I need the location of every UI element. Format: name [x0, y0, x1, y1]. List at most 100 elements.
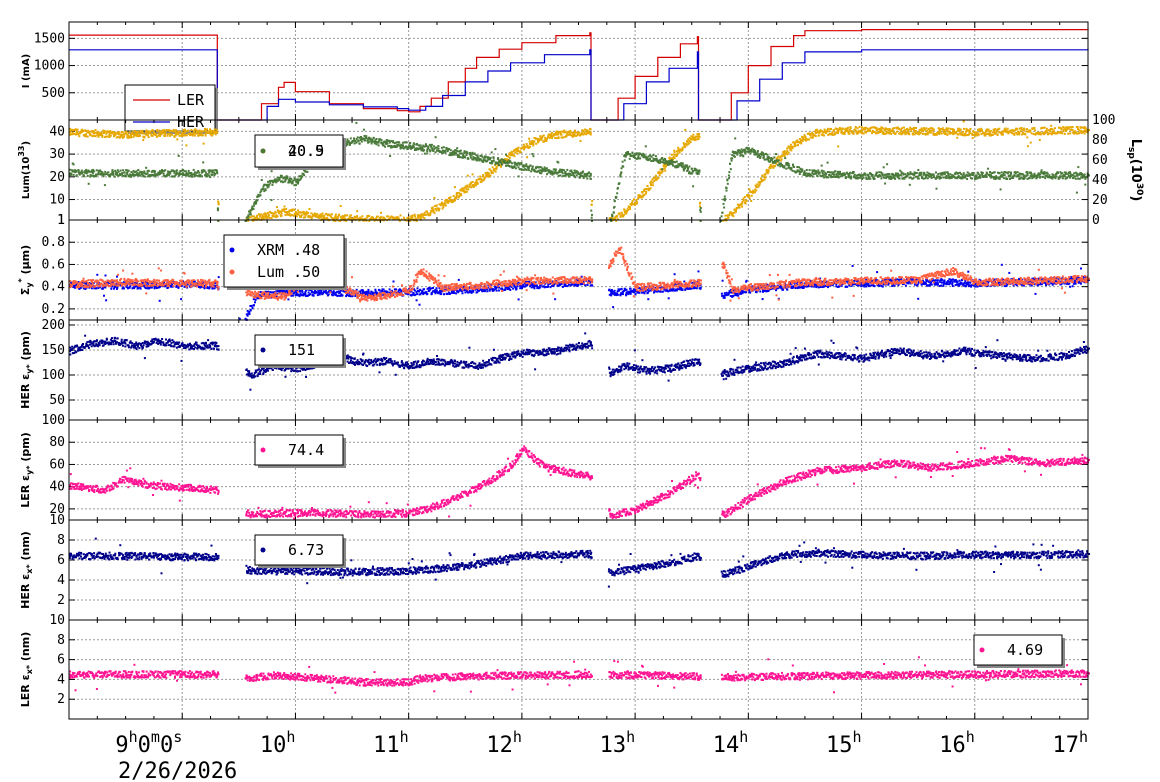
data-point — [907, 128, 910, 131]
data-point — [840, 131, 843, 134]
data-point — [432, 208, 435, 211]
data-point — [143, 135, 146, 138]
data-point — [976, 134, 979, 137]
data-point — [139, 131, 142, 134]
data-point — [212, 131, 215, 134]
data-point — [1067, 127, 1070, 130]
data-point — [1064, 173, 1067, 176]
data-point — [280, 210, 282, 213]
data-point — [300, 214, 303, 217]
data-point — [1034, 129, 1036, 132]
data-point — [406, 217, 409, 219]
data-point — [764, 173, 767, 176]
data-point — [980, 133, 983, 135]
data-point — [937, 131, 940, 134]
data-point — [767, 171, 770, 173]
data-point — [112, 173, 114, 176]
data-point — [851, 130, 854, 133]
data-point — [147, 130, 150, 133]
data-point — [208, 169, 211, 172]
data-point — [943, 129, 946, 132]
data-point — [777, 155, 780, 158]
data-point — [971, 137, 974, 140]
data-point — [116, 275, 118, 278]
data-point — [749, 191, 752, 193]
data-point — [180, 169, 183, 172]
data-point — [759, 157, 762, 159]
data-point — [197, 170, 200, 172]
data-point — [93, 174, 95, 177]
data-point — [356, 136, 359, 139]
data-point — [586, 177, 589, 180]
data-point — [686, 164, 688, 167]
data-point — [999, 188, 1002, 191]
data-point — [787, 166, 790, 169]
data-point — [890, 177, 893, 180]
data-point — [821, 134, 824, 137]
data-point — [664, 169, 667, 172]
data-point — [685, 144, 688, 147]
data-point — [1026, 128, 1028, 131]
data-point — [932, 176, 935, 179]
data-point — [1002, 177, 1005, 180]
data-point — [255, 200, 258, 203]
data-point — [1074, 131, 1077, 134]
data-point — [825, 130, 828, 133]
data-point — [839, 170, 841, 173]
data-point — [172, 128, 175, 131]
data-point — [935, 133, 938, 136]
data-point — [1061, 132, 1064, 135]
data-point — [927, 131, 930, 134]
data-point — [786, 150, 789, 153]
data-point — [901, 132, 904, 135]
data-point — [527, 146, 530, 149]
data-point — [846, 172, 849, 175]
data-point — [1038, 138, 1041, 141]
data-point — [360, 140, 363, 143]
data-point — [274, 210, 277, 213]
data-point — [1062, 126, 1065, 129]
data-point — [114, 169, 117, 172]
data-point — [646, 185, 649, 187]
data-point — [82, 174, 85, 177]
data-point — [136, 171, 139, 174]
data-point — [444, 199, 447, 202]
data-point — [634, 202, 637, 204]
data-point — [1043, 126, 1046, 129]
data-point — [784, 157, 787, 160]
data-point — [104, 136, 107, 139]
data-point — [434, 205, 437, 207]
data-point — [731, 213, 734, 216]
data-point — [201, 171, 204, 174]
data-point — [947, 173, 950, 175]
data-point — [990, 133, 992, 136]
data-point — [820, 164, 823, 167]
data-point — [485, 175, 488, 178]
data-point — [800, 142, 803, 145]
data-point — [70, 172, 73, 175]
data-point — [109, 132, 112, 134]
data-point — [119, 133, 122, 136]
data-point — [514, 167, 517, 170]
data-point — [280, 212, 283, 215]
data-point — [97, 135, 100, 138]
data-point — [197, 132, 200, 135]
data-point — [673, 161, 676, 164]
data-point — [448, 200, 451, 203]
data-point — [418, 215, 421, 218]
data-point — [557, 131, 560, 134]
data-point — [939, 128, 942, 130]
data-point — [882, 166, 885, 169]
data-point — [135, 173, 138, 175]
data-point — [114, 131, 117, 134]
data-point — [654, 174, 657, 177]
data-point — [734, 137, 737, 140]
data-point — [1037, 132, 1040, 135]
data-point — [133, 130, 136, 132]
data-point — [245, 217, 248, 220]
data-point — [543, 140, 546, 143]
data-point — [809, 136, 812, 139]
data-point — [271, 212, 274, 215]
data-point — [843, 133, 846, 135]
data-point — [920, 171, 923, 174]
